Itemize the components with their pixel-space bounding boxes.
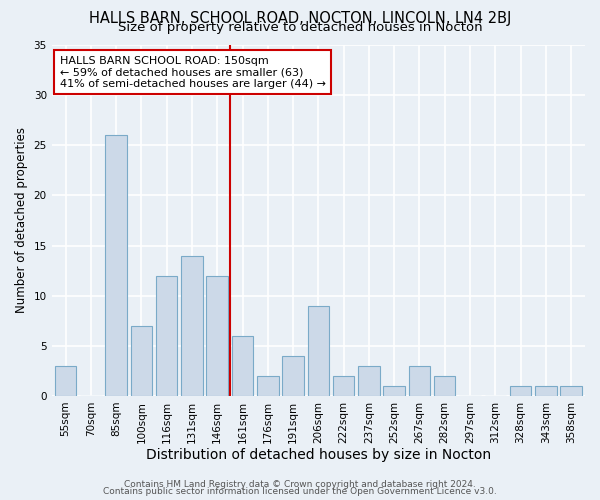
X-axis label: Distribution of detached houses by size in Nocton: Distribution of detached houses by size … — [146, 448, 491, 462]
Bar — [232, 336, 253, 396]
Text: Contains public sector information licensed under the Open Government Licence v3: Contains public sector information licen… — [103, 488, 497, 496]
Bar — [283, 356, 304, 396]
Bar — [560, 386, 582, 396]
Bar — [510, 386, 531, 396]
Bar — [257, 376, 278, 396]
Y-axis label: Number of detached properties: Number of detached properties — [15, 128, 28, 314]
Bar — [358, 366, 380, 396]
Bar — [106, 135, 127, 396]
Bar — [131, 326, 152, 396]
Bar — [206, 276, 228, 396]
Text: Contains HM Land Registry data © Crown copyright and database right 2024.: Contains HM Land Registry data © Crown c… — [124, 480, 476, 489]
Bar — [383, 386, 405, 396]
Bar — [181, 256, 203, 396]
Bar — [156, 276, 178, 396]
Bar — [535, 386, 557, 396]
Bar — [409, 366, 430, 396]
Bar — [308, 306, 329, 396]
Text: Size of property relative to detached houses in Nocton: Size of property relative to detached ho… — [118, 22, 482, 35]
Text: HALLS BARN, SCHOOL ROAD, NOCTON, LINCOLN, LN4 2BJ: HALLS BARN, SCHOOL ROAD, NOCTON, LINCOLN… — [89, 11, 511, 26]
Text: HALLS BARN SCHOOL ROAD: 150sqm
← 59% of detached houses are smaller (63)
41% of : HALLS BARN SCHOOL ROAD: 150sqm ← 59% of … — [59, 56, 326, 88]
Bar — [55, 366, 76, 396]
Bar — [333, 376, 355, 396]
Bar — [434, 376, 455, 396]
